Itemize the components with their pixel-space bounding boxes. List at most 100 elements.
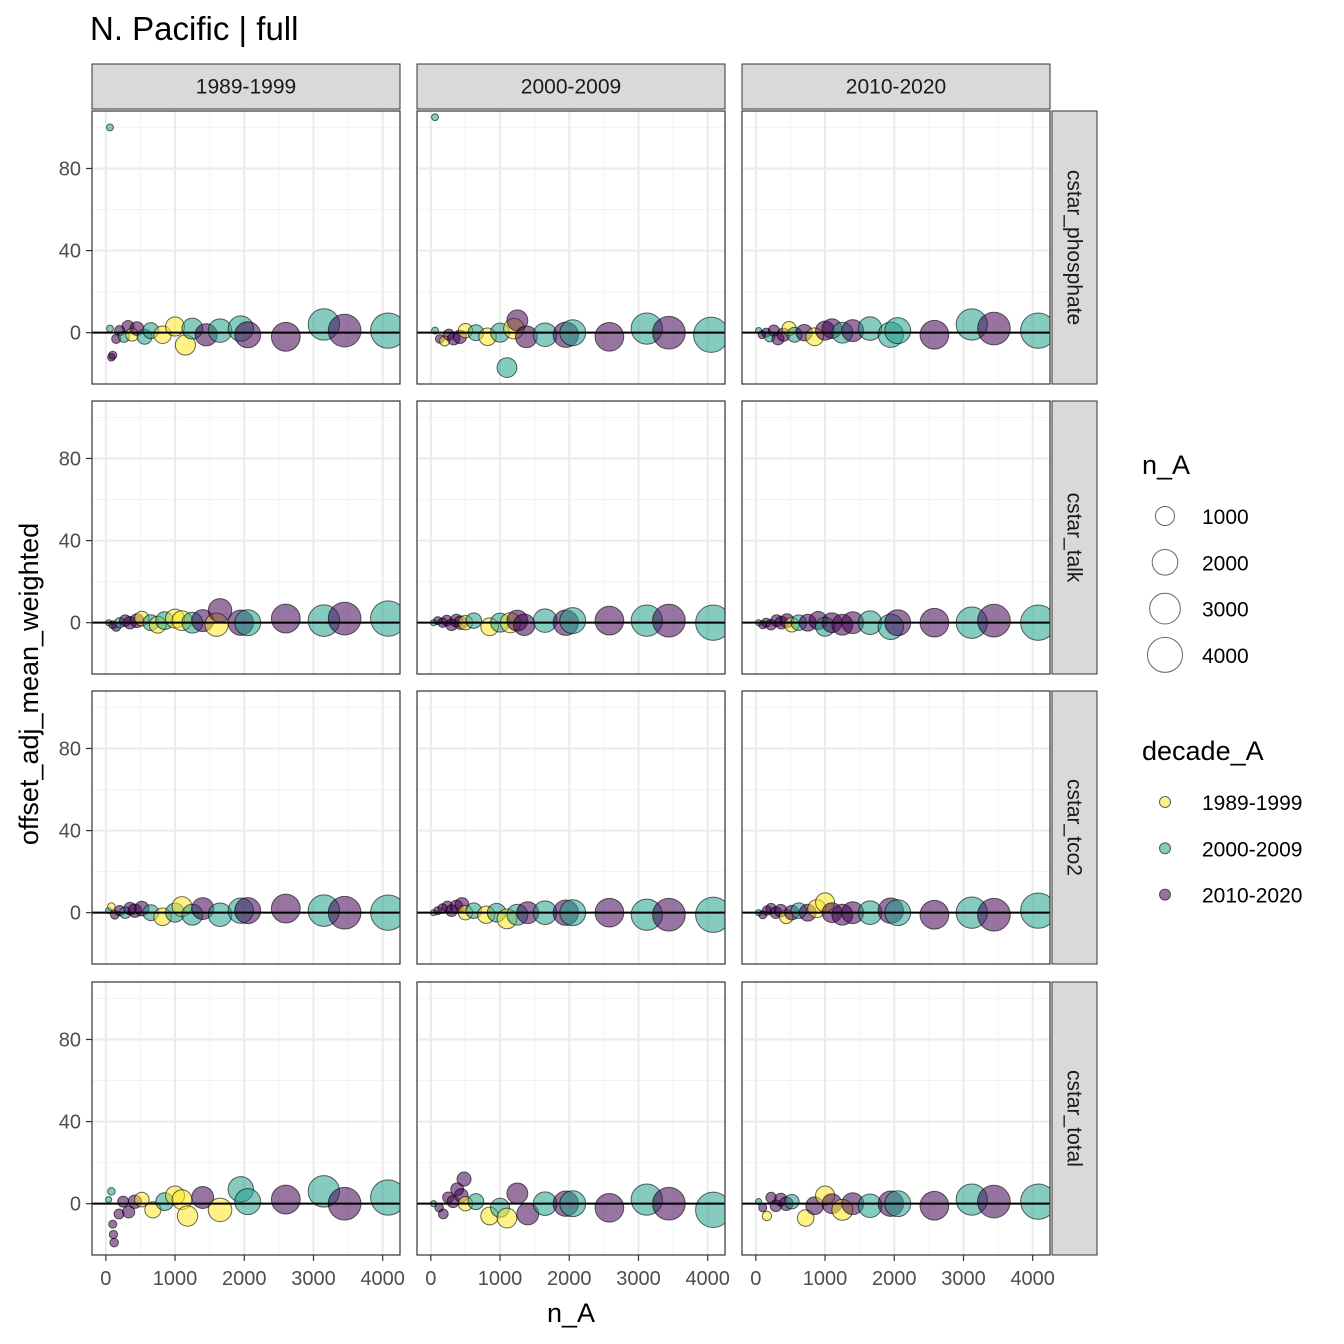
panel-border [741, 981, 1051, 1256]
y-tick-label: 0 [70, 323, 81, 345]
y-axis-title: offset_adj_mean_weighted [14, 523, 44, 845]
data-point [761, 1210, 773, 1222]
data-point [176, 1205, 199, 1227]
y-tick-label: 0 [70, 903, 81, 925]
data-point [108, 1229, 119, 1240]
column-strip [416, 63, 726, 110]
data-point [512, 613, 536, 637]
row-strip-label: cstar_tco2 [1063, 779, 1086, 876]
size-legend-label: 4000 [1202, 645, 1249, 668]
x-tick-label: 4000 [685, 1268, 730, 1290]
data-point [109, 1237, 119, 1248]
data-point [884, 317, 912, 345]
data-point [796, 1209, 815, 1227]
panel-border [416, 690, 726, 965]
y-tick-label: 40 [59, 821, 81, 843]
data-point [105, 1195, 113, 1204]
facet-panel [741, 110, 1051, 385]
data-point [431, 113, 439, 122]
data-point [107, 1187, 116, 1196]
panel-border [91, 400, 401, 675]
panel-border [91, 981, 401, 1256]
data-point [652, 897, 686, 932]
data-point [693, 316, 725, 353]
column-strip-label: 1989-1999 [196, 76, 296, 99]
data-point [496, 1207, 518, 1229]
row-strip [1051, 690, 1098, 965]
data-point [234, 897, 262, 925]
x-tick-label: 2000 [547, 1268, 592, 1290]
data-point [977, 1184, 1011, 1219]
data-point [456, 1171, 472, 1187]
facet-panel [741, 690, 1051, 965]
data-point [594, 605, 625, 636]
data-point [107, 902, 116, 911]
facet-panel [91, 110, 401, 385]
x-tick-label: 3000 [616, 1268, 661, 1290]
column-strip [741, 63, 1051, 110]
x-tick-label: 4000 [1010, 1268, 1055, 1290]
size-legend-key [1155, 506, 1175, 526]
color-legend-key [1159, 842, 1171, 855]
x-tick-label: 3000 [291, 1268, 336, 1290]
panel-border [416, 981, 726, 1256]
data-point [652, 603, 686, 638]
data-point [327, 601, 362, 636]
data-points [105, 893, 400, 931]
data-point [270, 321, 301, 352]
panel-border [91, 110, 401, 385]
color-legend-title: decade_A [1142, 736, 1264, 766]
column-strip [91, 63, 401, 110]
size-legend-label: 3000 [1202, 599, 1249, 622]
y-tick-label: 40 [59, 531, 81, 553]
panel-border [91, 690, 401, 965]
data-point [437, 1208, 449, 1220]
facet-panel [741, 400, 1051, 675]
facet-panel [416, 690, 726, 965]
facet-panels [91, 110, 1051, 1256]
column-strip-label: 2010-2020 [846, 76, 946, 99]
data-point [695, 896, 725, 933]
data-point [977, 897, 1011, 932]
data-point [1020, 1183, 1050, 1220]
row-strip [1051, 110, 1098, 385]
x-tick-label: 2000 [872, 1268, 917, 1290]
data-point [594, 321, 625, 352]
facet-panel [91, 981, 401, 1256]
row-strip-label: cstar_talk [1063, 493, 1086, 583]
x-tick-label: 0 [100, 1268, 111, 1290]
row-strip [1051, 981, 1098, 1256]
column-strip-label: 2000-2009 [521, 76, 621, 99]
row-strip [1051, 400, 1098, 675]
data-point [108, 350, 118, 360]
facet-panel [91, 690, 401, 965]
data-point [594, 1192, 625, 1223]
y-tick-label: 40 [59, 241, 81, 263]
y-tick-label: 80 [59, 448, 81, 470]
x-tick-label: 3000 [941, 1268, 986, 1290]
y-tick-label: 80 [59, 158, 81, 180]
x-tick-label: 0 [750, 1268, 761, 1290]
facet-panel [741, 981, 1051, 1256]
data-point [117, 1195, 130, 1208]
size-legend-label: 2000 [1202, 552, 1249, 575]
data-point [784, 1193, 800, 1210]
facet-strips: 1989-1999 2000-2009 2010-2020 cstar_phospha… [91, 63, 1098, 1256]
x-tick-label: 2000 [222, 1268, 267, 1290]
data-point [695, 1191, 725, 1228]
legend: n_A 1000 2000 3000 4000 decade_A 1989-1999 2000… [1142, 450, 1302, 908]
data-point [106, 324, 114, 333]
data-point [207, 902, 233, 928]
panel-border [741, 110, 1051, 385]
color-legend-key [1159, 796, 1171, 808]
size-legend-title: n_A [1142, 450, 1190, 480]
chart-title: N. Pacific | full [90, 10, 298, 47]
panel-border [416, 400, 726, 675]
data-point [977, 311, 1011, 346]
data-point [559, 607, 587, 635]
size-legend-key [1149, 592, 1181, 625]
color-legend-label: 1989-1999 [1202, 792, 1302, 815]
color-legend-label: 2010-2020 [1202, 885, 1302, 908]
panel-border [416, 110, 726, 385]
